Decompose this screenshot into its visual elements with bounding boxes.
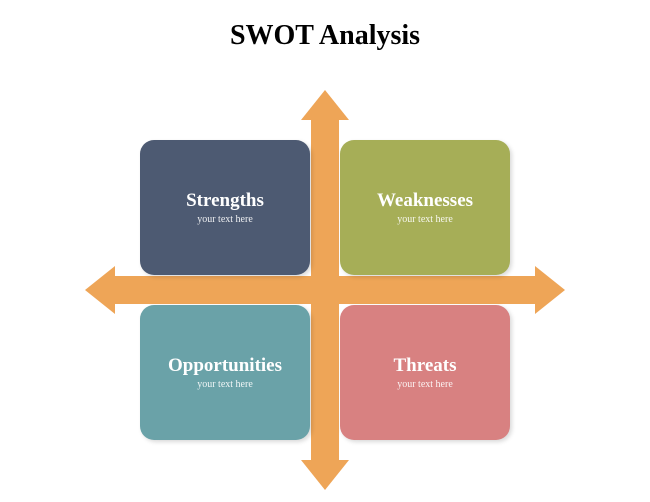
arrow-head-left-icon xyxy=(85,266,115,314)
quadrant-threats: Threats your text here xyxy=(340,305,510,440)
quadrant-strengths: Strengths your text here xyxy=(140,140,310,275)
arrow-head-up-icon xyxy=(301,90,349,120)
quadrant-heading: Weaknesses xyxy=(377,190,473,212)
arrow-head-right-icon xyxy=(535,266,565,314)
quadrant-subtext: your text here xyxy=(397,379,453,390)
arrow-vertical-bar xyxy=(311,120,339,460)
quadrant-opportunities: Opportunities your text here xyxy=(140,305,310,440)
quadrant-heading: Opportunities xyxy=(168,355,282,377)
quadrant-subtext: your text here xyxy=(397,214,453,225)
quadrant-subtext: your text here xyxy=(197,214,253,225)
quadrant-heading: Strengths xyxy=(186,190,264,212)
page-title: SWOT Analysis xyxy=(0,20,650,52)
arrow-head-down-icon xyxy=(301,460,349,490)
quadrant-weaknesses: Weaknesses your text here xyxy=(340,140,510,275)
quadrant-subtext: your text here xyxy=(197,379,253,390)
quadrant-heading: Threats xyxy=(394,355,457,377)
